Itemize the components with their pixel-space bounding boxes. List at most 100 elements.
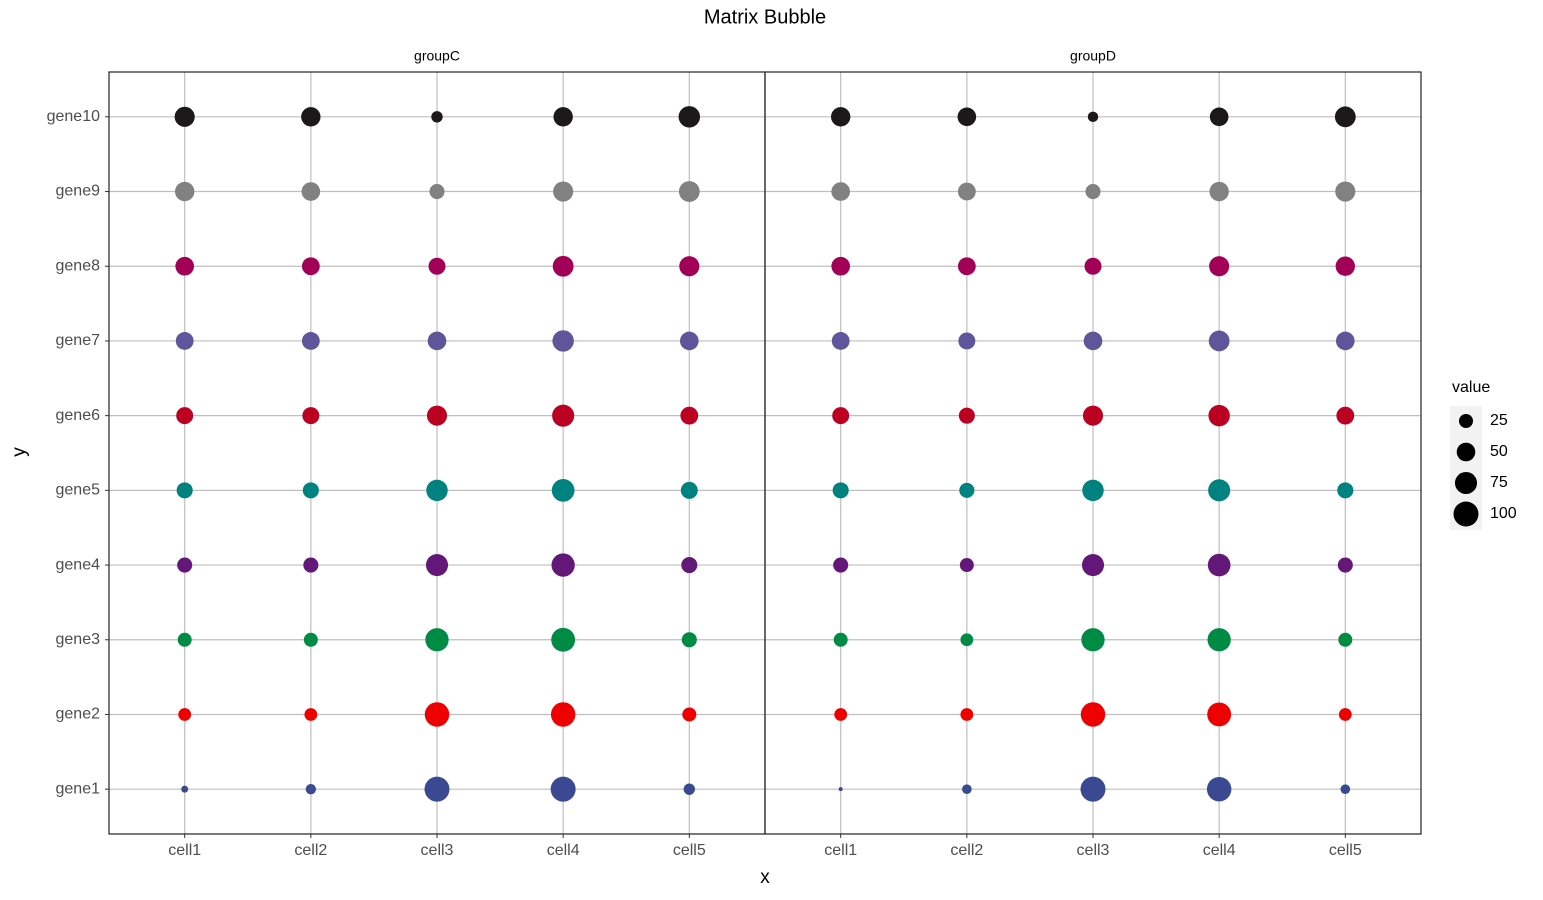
bubble <box>305 783 317 795</box>
bubble <box>831 256 851 276</box>
y-tick-label: gene5 <box>56 482 101 499</box>
bubble <box>1208 404 1230 427</box>
y-axis-label: y <box>9 447 30 457</box>
legend-label: 25 <box>1490 412 1508 429</box>
bubble <box>1084 257 1102 275</box>
bubble <box>833 632 848 647</box>
bubble <box>427 331 447 351</box>
bubble <box>424 702 450 727</box>
y-tick-label: gene10 <box>47 108 100 125</box>
bubble <box>1335 331 1355 351</box>
bubble <box>1335 181 1356 202</box>
bubble <box>832 482 849 499</box>
bubble <box>1334 106 1356 128</box>
bubble <box>1335 256 1355 276</box>
bubble <box>175 332 194 350</box>
bubble <box>958 407 975 424</box>
bubble <box>552 330 574 352</box>
bubble <box>302 407 320 425</box>
bubble <box>1080 776 1106 802</box>
bubble <box>831 107 851 127</box>
bubble <box>303 632 318 647</box>
bubble <box>1207 628 1231 652</box>
bubble <box>304 708 318 721</box>
x-axis-label: x <box>760 867 770 888</box>
x-tick-label: cell5 <box>1329 842 1362 859</box>
bubble <box>1082 479 1104 502</box>
bubble <box>552 255 574 277</box>
bubble <box>1338 632 1353 647</box>
bubble <box>1337 557 1353 573</box>
panel-border <box>764 71 1422 835</box>
bubble <box>426 405 448 426</box>
bubble <box>683 783 696 795</box>
bubble <box>175 256 195 276</box>
bubble <box>680 481 698 499</box>
bubble <box>1209 181 1229 202</box>
bubble <box>301 107 321 127</box>
bubble <box>551 627 576 652</box>
y-tick-label: gene2 <box>56 706 101 723</box>
y-tick-label: gene7 <box>56 332 101 349</box>
bubble <box>1085 183 1101 200</box>
x-tick-label: cell2 <box>294 842 327 859</box>
bubble <box>181 785 189 793</box>
bubble <box>177 557 193 573</box>
legend-key <box>1456 442 1476 462</box>
bubble <box>831 332 850 350</box>
x-tick-label: cell2 <box>950 842 983 859</box>
bubble <box>834 708 848 721</box>
bubble <box>1208 330 1230 352</box>
bubble <box>1081 554 1105 577</box>
legend-key <box>1453 501 1479 527</box>
bubble <box>1080 702 1106 727</box>
x-tick-label: cell1 <box>824 842 857 859</box>
bubble <box>960 633 974 647</box>
y-tick-label: gene1 <box>56 780 101 797</box>
bubble <box>682 707 697 722</box>
x-tick-label: cell3 <box>1077 842 1110 859</box>
bubble <box>833 557 849 573</box>
bubble <box>959 482 975 498</box>
bubble <box>1206 776 1232 802</box>
bubble <box>1208 479 1231 502</box>
bubble <box>1087 111 1099 123</box>
bubble <box>426 479 448 502</box>
legend-title: value <box>1452 379 1490 396</box>
bubble <box>679 331 699 351</box>
x-tick-label: cell5 <box>673 842 706 859</box>
bubble <box>425 628 449 652</box>
bubble <box>178 708 192 721</box>
bubble <box>1083 331 1103 351</box>
bubble <box>957 257 976 276</box>
bubble <box>303 557 319 573</box>
bubble <box>958 332 976 350</box>
bubble <box>1340 784 1351 794</box>
x-tick-label: cell4 <box>547 842 580 859</box>
facet-label: groupD <box>1070 48 1116 64</box>
bubble <box>681 632 697 648</box>
legend-label: 100 <box>1490 505 1517 522</box>
bubble <box>1336 406 1355 425</box>
bubble <box>838 787 843 792</box>
bubble <box>174 106 195 127</box>
bubble <box>302 482 319 499</box>
bubble <box>301 332 320 350</box>
bubble <box>1207 553 1231 577</box>
y-tick-label: gene6 <box>56 407 101 424</box>
bubble <box>681 557 698 574</box>
bubble <box>425 554 449 577</box>
x-tick-label: cell1 <box>168 842 201 859</box>
bubble <box>175 181 195 202</box>
bubble <box>1337 482 1354 499</box>
bubble <box>1081 628 1105 652</box>
bubble <box>678 181 700 202</box>
bubble <box>1338 708 1352 721</box>
bubble <box>176 407 194 425</box>
bubble <box>176 482 193 499</box>
bubble <box>550 776 576 802</box>
bubble <box>301 257 320 276</box>
bubble <box>428 257 446 275</box>
x-tick-label: cell4 <box>1203 842 1236 859</box>
